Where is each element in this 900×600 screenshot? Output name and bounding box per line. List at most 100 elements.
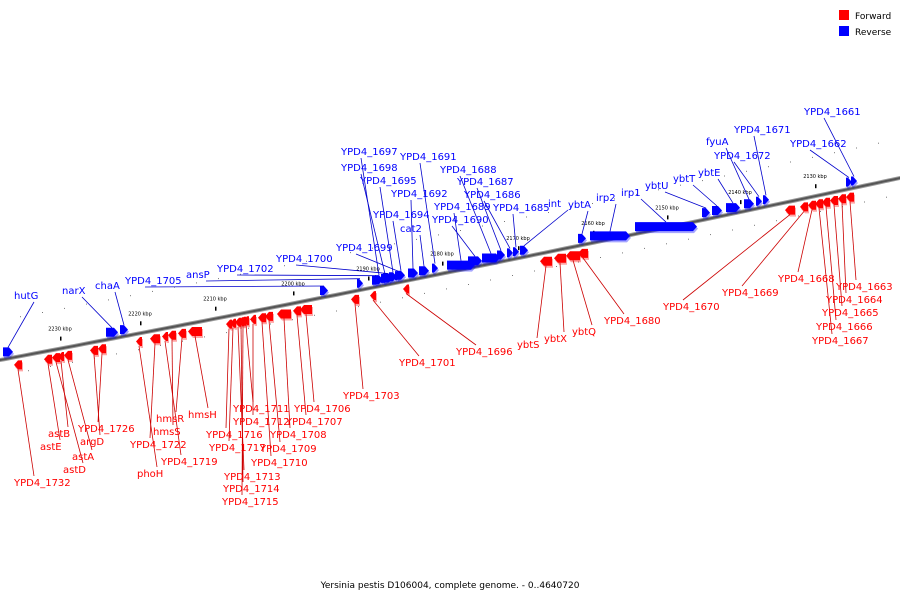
gene-label-ypd4-1717[interactable]: YPD4_1717 [208,443,266,454]
gene-label-ybtq[interactable]: ybtQ [572,327,596,338]
gene-feature-ypd4-1696[interactable] [403,284,409,294]
gene-label-ypd4-1685[interactable]: YPD4_1685 [492,203,550,214]
gene-feature-ypd4-1705[interactable] [320,286,328,295]
gene-feature-ypd4-1703[interactable] [351,294,359,304]
gene-label-hmsr[interactable]: hmsR [156,414,184,425]
gene-feature-ypd4-1701[interactable] [370,291,376,301]
gene-feature-astb[interactable] [58,352,64,361]
gene-feature-ypd4-1687[interactable] [497,250,505,260]
gene-feature-ypd4-1695[interactable] [389,272,397,282]
gene-label-ypd4-1667[interactable]: YPD4_1667 [811,336,869,347]
gene-feature-ypd4-1665[interactable] [830,196,838,205]
gene-label-ypd4-1707[interactable]: YPD4_1707 [285,417,343,428]
gene-label-ypd4-1722[interactable]: YPD4_1722 [129,440,187,451]
gene-feature-astd[interactable] [52,353,60,363]
gene-label-ypd4-1716[interactable]: YPD4_1716 [205,430,263,441]
gene-label-hutg[interactable]: hutG [14,291,38,302]
gene-label-fyua[interactable]: fyuA [706,137,729,148]
gene-feature-ypd4-1685[interactable] [513,247,519,257]
gene-feature-int[interactable] [520,245,528,255]
gene-feature-ypd4-1680[interactable] [578,248,588,258]
gene-label-ypd4-1692[interactable]: YPD4_1692 [390,189,448,200]
gene-label-ansp[interactable]: ansP [186,270,210,281]
gene-feature-ansp[interactable] [357,278,363,288]
gene-feature-ypd4-1694[interactable] [397,270,405,280]
gene-feature-ypd4-1712[interactable] [250,314,256,324]
gene-feature-ypd4-1668[interactable] [808,200,816,210]
gene-label-ypd4-1732[interactable]: YPD4_1732 [13,478,71,489]
gene-label-astd[interactable]: astD [63,465,86,476]
gene-label-ybte[interactable]: ybtE [698,168,721,179]
gene-feature-irp2[interactable] [590,231,630,241]
gene-feature-hutg[interactable] [3,347,13,357]
gene-feature-ypd4-1707[interactable] [293,306,301,316]
gene-label-ypd4-1701[interactable]: YPD4_1701 [398,358,456,369]
gene-label-ypd4-1700[interactable]: YPD4_1700 [275,254,333,265]
gene-label-ypd4-1698[interactable]: YPD4_1698 [340,163,398,174]
gene-label-ybtt[interactable]: ybtT [673,174,696,185]
gene-feature-asta[interactable] [64,350,72,360]
gene-label-ypd4-1694[interactable]: YPD4_1694 [372,210,430,221]
gene-feature-narx[interactable] [106,327,118,337]
gene-label-ypd4-1671[interactable]: YPD4_1671 [733,125,791,136]
gene-label-hmss[interactable]: hmsS [153,427,181,438]
gene-label-ypd4-1695[interactable]: YPD4_1695 [359,176,417,187]
gene-label-hmsh[interactable]: hmsH [188,410,217,421]
gene-feature-ybtx[interactable] [554,253,566,263]
gene-feature-ypd4-1706[interactable] [300,305,312,314]
gene-label-ypd4-1726[interactable]: YPD4_1726 [77,424,135,435]
gene-label-ypd4-1669[interactable]: YPD4_1669 [721,288,779,299]
gene-feature-ypd4-1663[interactable] [846,192,854,202]
gene-label-ypd4-1696[interactable]: YPD4_1696 [455,347,513,358]
gene-label-ypd4-1713[interactable]: YPD4_1713 [223,472,281,483]
gene-feature-aste[interactable] [44,354,52,364]
gene-label-ypd4-1672[interactable]: YPD4_1672 [713,151,771,162]
gene-label-ypd4-1663[interactable]: YPD4_1663 [835,282,893,293]
gene-label-ypd4-1687[interactable]: YPD4_1687 [456,177,514,188]
gene-feature-ybts[interactable] [540,256,552,266]
gene-feature-irp1[interactable] [635,222,697,232]
gene-feature-ypd4-1667[interactable] [815,199,823,209]
gene-label-int[interactable]: int [548,199,561,210]
gene-label-aste[interactable]: astE [40,442,62,453]
gene-feature-ypd4-1732[interactable] [14,360,22,370]
gene-label-ypd4-1703[interactable]: YPD4_1703 [342,391,400,402]
gene-label-cat2[interactable]: cat2 [400,224,422,235]
gene-feature-ypd4-1710[interactable] [258,313,266,323]
gene-feature-ypd4-1669[interactable] [800,202,808,212]
gene-feature-ypd4-1666[interactable] [822,197,830,207]
gene-label-ypd4-1706[interactable]: YPD4_1706 [293,404,351,415]
gene-label-ypd4-1708[interactable]: YPD4_1708 [269,430,327,441]
gene-feature-fyua[interactable] [744,199,754,209]
gene-label-ypd4-1680[interactable]: YPD4_1680 [603,316,661,327]
gene-label-ypd4-1699[interactable]: YPD4_1699 [335,243,393,254]
gene-label-ypd4-1665[interactable]: YPD4_1665 [821,308,879,319]
gene-feature-ypd4-1661[interactable] [851,176,857,186]
gene-feature-phoh[interactable] [136,337,142,346]
gene-feature-ypd4-1670[interactable] [785,205,795,215]
gene-feature-ybtu[interactable] [702,208,710,218]
gene-feature-chaa[interactable] [120,325,128,335]
gene-feature-ypd4-1662[interactable] [846,177,852,187]
gene-feature-ybta[interactable] [578,233,586,243]
gene-feature-cat2[interactable] [419,266,429,276]
gene-feature-ybte[interactable] [726,203,740,213]
gene-label-astb[interactable]: astB [48,429,70,440]
gene-feature-ypd4-1672[interactable] [756,196,762,206]
gene-label-ypd4-1690[interactable]: YPD4_1690 [431,215,489,226]
gene-feature-ypd4-1719[interactable] [162,332,168,341]
gene-feature-ybtt[interactable] [712,206,722,215]
gene-feature-hmsh[interactable] [188,327,202,336]
gene-feature-argd[interactable] [90,345,98,355]
gene-feature-ypd4-1717[interactable] [230,318,236,328]
gene-label-irp2[interactable]: irp2 [596,193,616,204]
gene-feature-ypd4-1698[interactable] [381,273,389,283]
gene-label-ypd4-1666[interactable]: YPD4_1666 [815,322,873,333]
gene-feature-ybtq[interactable] [566,251,580,261]
gene-feature-ypd4-1671[interactable] [763,195,769,205]
gene-feature-ypd4-1691[interactable] [432,263,438,273]
gene-label-chaa[interactable]: chaA [95,281,120,292]
gene-feature-ypd4-1686[interactable] [507,248,513,258]
gene-feature-ypd4-1690[interactable] [468,256,482,266]
gene-label-ypd4-1705[interactable]: YPD4_1705 [124,276,182,287]
